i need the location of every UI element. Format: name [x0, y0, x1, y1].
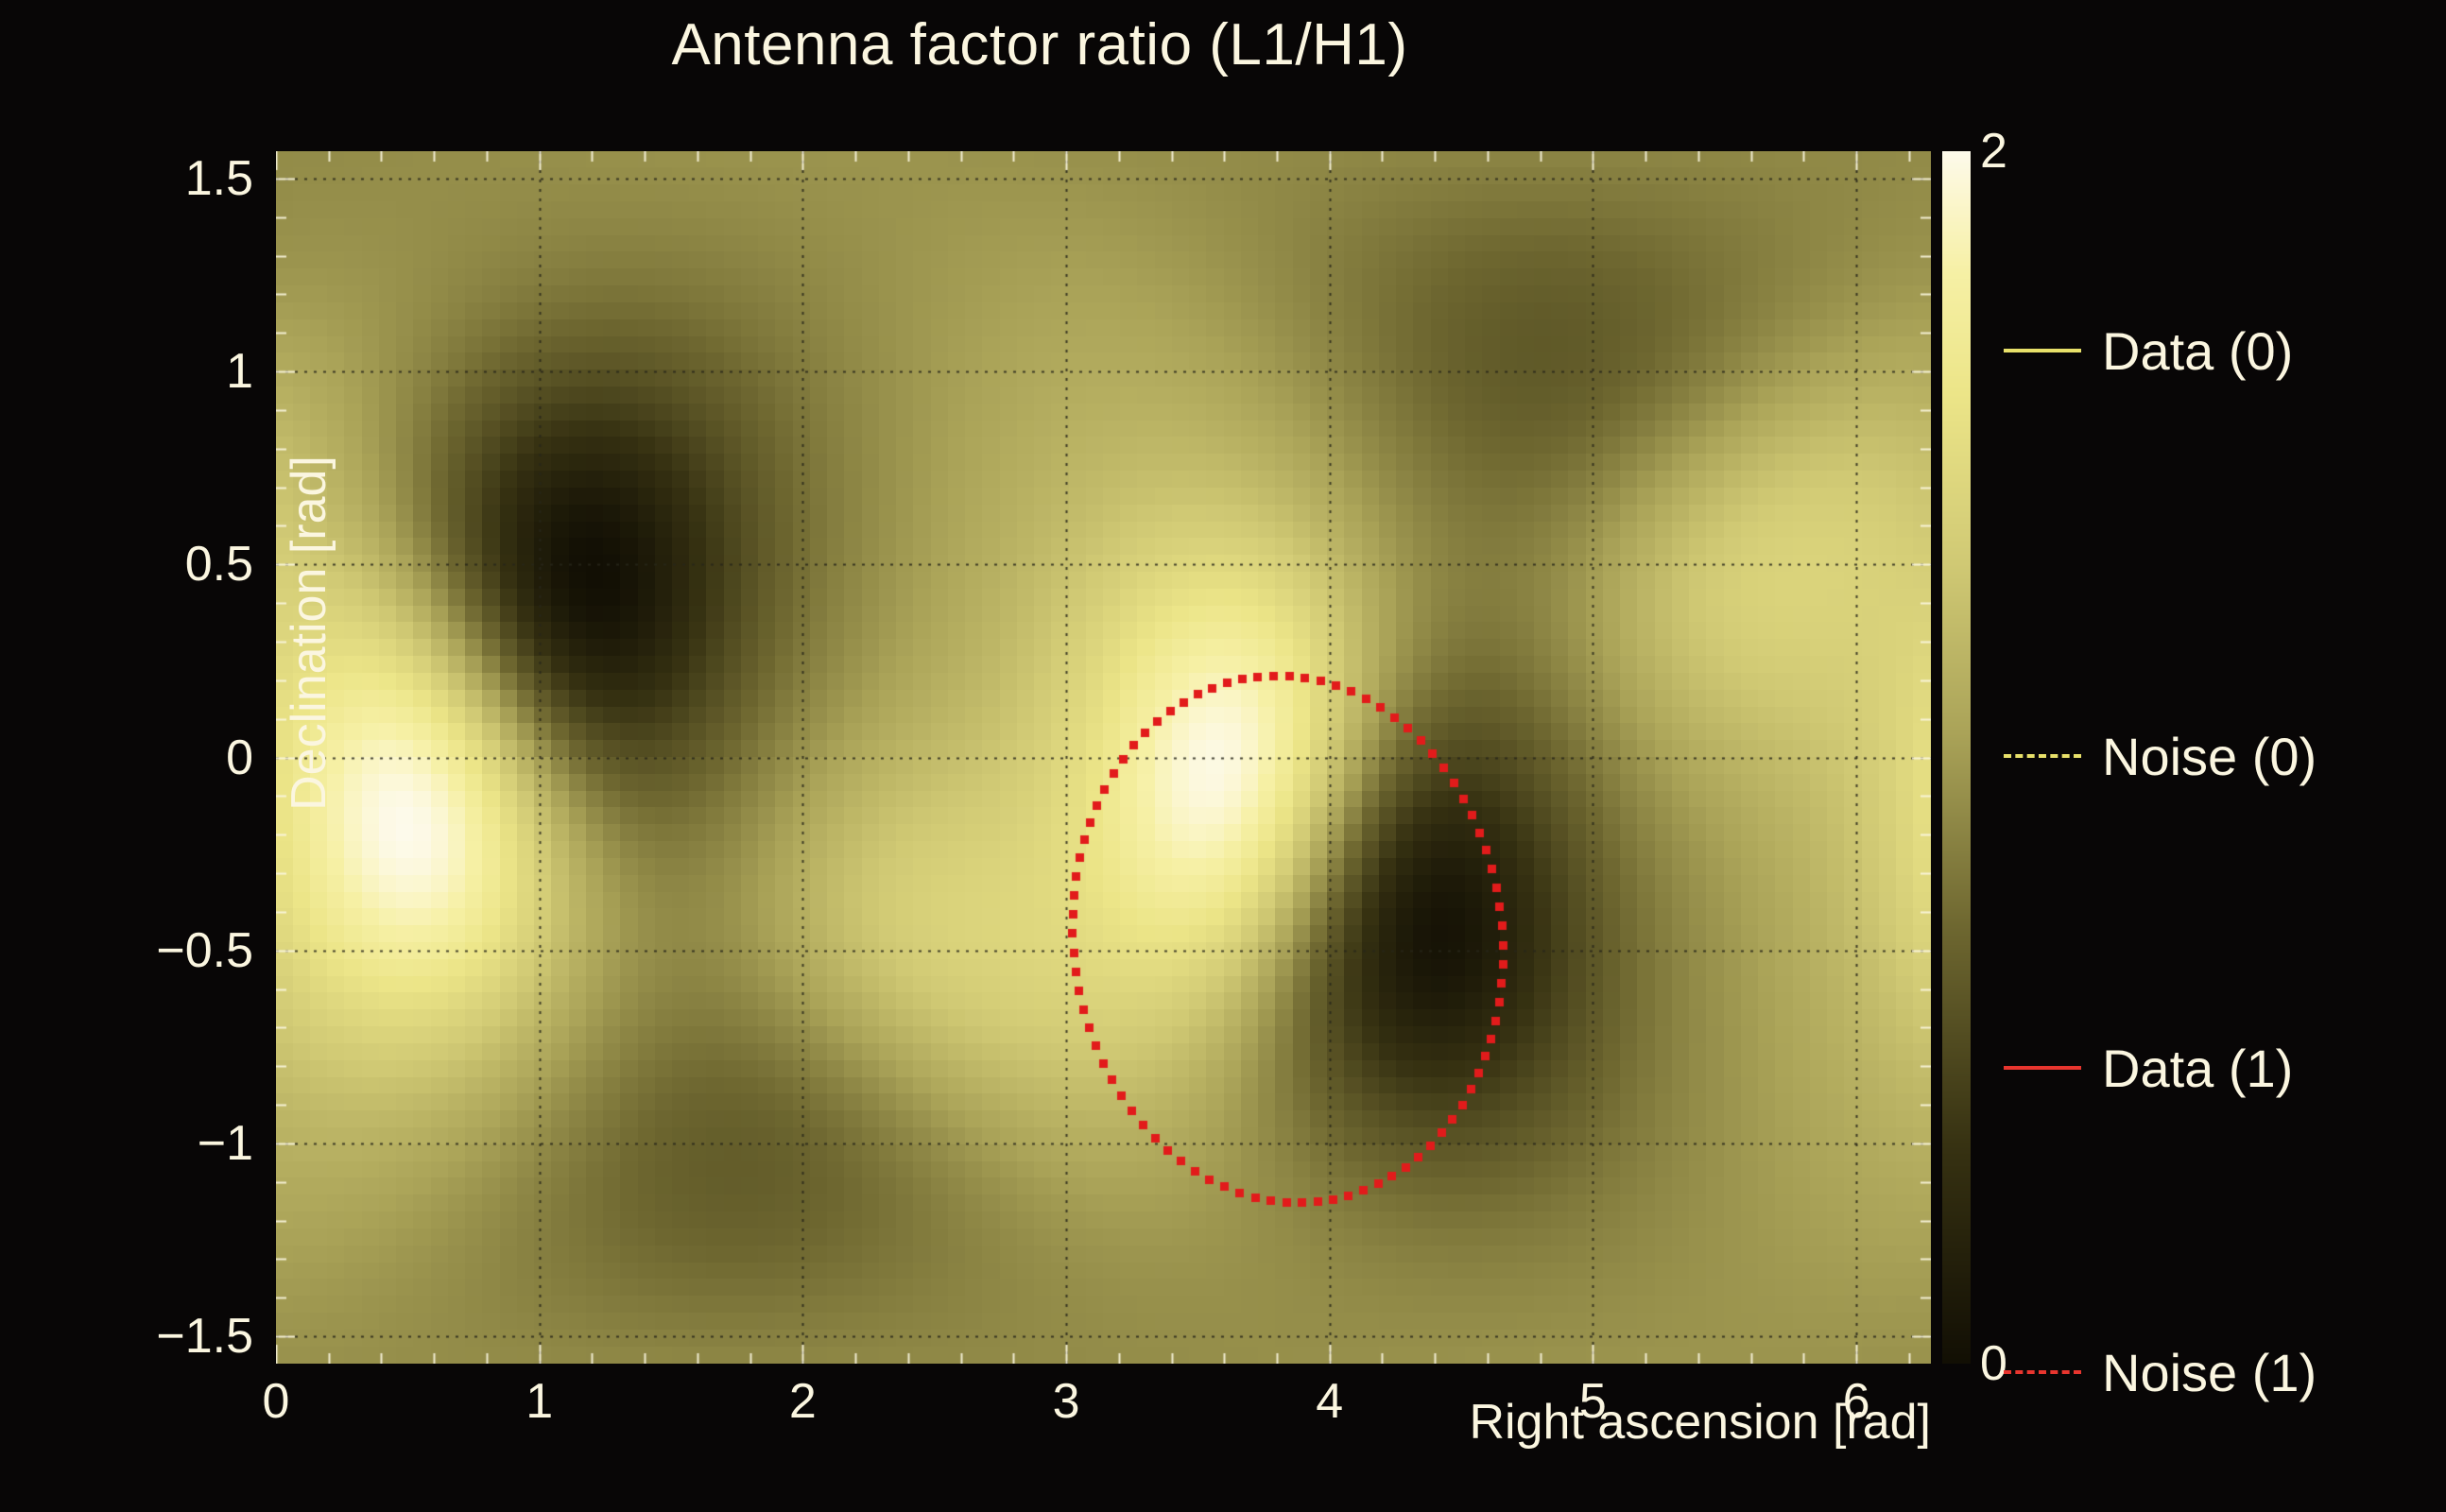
heatmap-plot-area: Declination [rad] Right ascension [rad] … [156, 151, 1931, 1450]
legend-item[interactable]: Noise (1) [2004, 1339, 2446, 1405]
y-tick-label: 0 [226, 730, 253, 785]
x-tick-label: 3 [1052, 1374, 1080, 1429]
legend-line-swatch-solid-icon [2004, 1066, 2081, 1070]
colorbar-tick-label: 2 [1980, 124, 2007, 179]
legend-item-label: Data (1) [2102, 1038, 2294, 1098]
legend-item-label: Noise (0) [2102, 726, 2317, 786]
y-axis-label: Declination [rad] [282, 455, 336, 811]
legend-item-label: Noise (1) [2102, 1342, 2317, 1402]
legend-item[interactable]: Data (0) [2004, 318, 2446, 384]
y-tick-label: −0.5 [156, 922, 253, 978]
x-tick-label: 5 [1578, 1374, 1607, 1429]
colorbar-tick-label: 0 [1980, 1336, 2007, 1391]
page-title: Antenna factor ratio (L1/H1) [671, 12, 1408, 77]
colorbar-gradient [1942, 151, 1971, 1364]
y-tick-label: 1.5 [184, 150, 253, 206]
legend: Data (0) Noise (0) Data (1) Noise (1) [2004, 165, 2446, 1402]
legend-line-swatch-dotted-icon [2004, 754, 2081, 758]
x-tick-label: 1 [525, 1374, 554, 1429]
legend-item[interactable]: Noise (0) [2004, 723, 2446, 789]
x-tick-label: 6 [1842, 1374, 1870, 1429]
y-tick-label: −1 [197, 1115, 253, 1171]
y-tick-label: 0.5 [184, 537, 253, 593]
x-tick-label: 4 [1316, 1374, 1344, 1429]
legend-item[interactable]: Data (1) [2004, 1035, 2446, 1101]
x-tick-label: 0 [262, 1374, 290, 1429]
x-tick-label: 2 [788, 1374, 817, 1429]
y-tick-label: −1.5 [156, 1309, 253, 1365]
legend-line-swatch-solid-icon [2004, 349, 2081, 352]
legend-line-swatch-dotted-icon [2004, 1370, 2081, 1374]
legend-item-label: Data (0) [2102, 320, 2294, 381]
contour-overlay-canvas [276, 151, 1931, 1364]
x-axis-label: Right ascension [rad] [1469, 1395, 1932, 1450]
y-tick-label: 1 [226, 344, 253, 400]
